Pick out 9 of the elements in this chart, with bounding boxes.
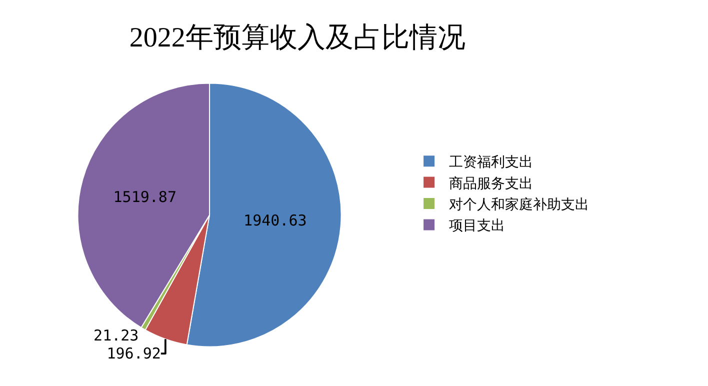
data-label: 1519.87 bbox=[113, 188, 176, 206]
data-label: 196.92 bbox=[106, 344, 161, 363]
chart-title: 2022年预算收入及占比情况 bbox=[129, 22, 466, 54]
legend-label: 工资福利支出 bbox=[449, 154, 534, 171]
data-label: 1940.63 bbox=[244, 212, 307, 230]
legend-label: 项目支出 bbox=[449, 218, 506, 234]
legend-label: 商品服务支出 bbox=[449, 176, 534, 192]
data-label: 21.23 bbox=[94, 326, 139, 345]
legend-label: 对个人和家庭补助支出 bbox=[449, 196, 590, 213]
